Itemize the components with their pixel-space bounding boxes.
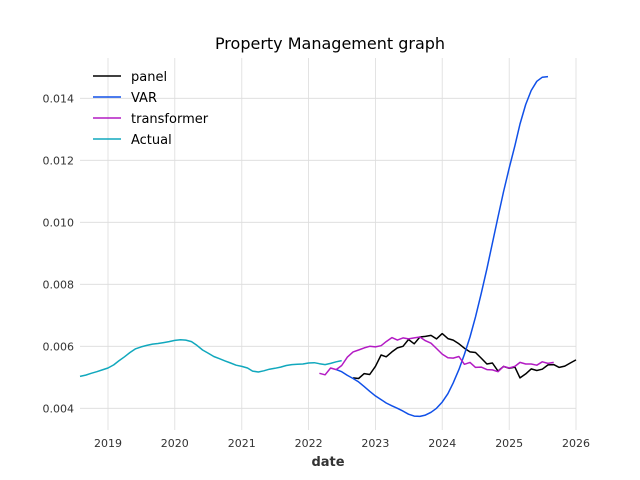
y-tick-label: 0.006 (43, 340, 75, 353)
series-line-panel (353, 332, 577, 380)
legend-label-actual: Actual (131, 133, 172, 148)
series-line-var (335, 75, 549, 418)
y-tick-label: 0.014 (43, 92, 75, 105)
x-tick-labels: 2019 2020 2021 2022 2023 2024 2025 2026 (94, 437, 590, 450)
x-tick-label: 2022 (295, 437, 323, 450)
x-tick-label: 2020 (161, 437, 189, 450)
y-tick-label: 0.008 (43, 278, 75, 291)
legend-label-transformer: transformer (131, 112, 209, 127)
legend-label-var: VAR (131, 91, 157, 106)
legend-label-panel: panel (131, 70, 167, 85)
series-line-actual (79, 339, 342, 378)
y-tick-label: 0.004 (43, 402, 75, 415)
x-tick-label: 2025 (495, 437, 523, 450)
legend: panel VAR transformer Actual (93, 70, 209, 148)
series-line-transformer (319, 336, 554, 376)
y-tick-label: 0.010 (43, 216, 75, 229)
series-lines (79, 75, 577, 418)
x-tick-label: 2026 (562, 437, 590, 450)
x-tick-label: 2023 (361, 437, 389, 450)
chart-title: Property Management graph (215, 34, 445, 53)
y-tick-labels: 0.004 0.006 0.008 0.010 0.012 0.014 (43, 92, 75, 415)
x-tick-label: 2021 (228, 437, 256, 450)
x-tick-label: 2024 (428, 437, 456, 450)
y-tick-label: 0.012 (43, 154, 75, 167)
x-axis-label: date (311, 455, 344, 470)
x-tick-label: 2019 (94, 437, 122, 450)
y-gridlines (80, 97, 576, 409)
